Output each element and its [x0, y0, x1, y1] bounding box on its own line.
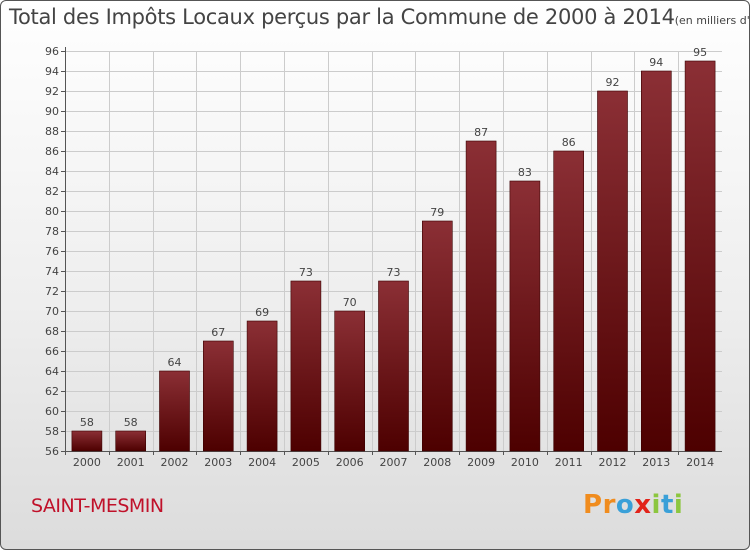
- bar: [203, 340, 234, 452]
- axes: [61, 47, 722, 455]
- x-tick-label: 2014: [686, 456, 714, 469]
- logo-letter: x: [634, 490, 652, 520]
- y-tick-label: 88: [45, 125, 59, 138]
- bar: [553, 150, 585, 452]
- data-label: 58: [124, 416, 138, 429]
- data-label: 58: [80, 416, 94, 429]
- x-tick-label: 2012: [599, 456, 627, 469]
- bar: [465, 140, 497, 452]
- x-tick-label: 2004: [248, 456, 276, 469]
- bar: [378, 280, 409, 452]
- bar: [290, 280, 322, 452]
- labels: 56 58 60 62 64 66 68 70 72 74 76 78 80 82 84 86 88 90 92 94…: [45, 45, 714, 469]
- bar: [71, 430, 103, 452]
- x-tick-label: 2001: [117, 456, 145, 469]
- chart-title-text: Total des Impôts Locaux perçus par la Co…: [9, 5, 675, 29]
- y-tick-label: 74: [45, 265, 59, 278]
- x-tick-label: 2002: [161, 456, 189, 469]
- data-label: 64: [168, 356, 182, 369]
- y-tick-label: 80: [45, 205, 59, 218]
- bar: [159, 370, 190, 452]
- y-tick-label: 96: [45, 45, 59, 58]
- bar: [115, 430, 146, 452]
- data-label: 70: [343, 296, 357, 309]
- x-tick-label: 2011: [555, 456, 583, 469]
- bar: [246, 320, 278, 452]
- data-label: 92: [606, 76, 620, 89]
- x-tick-label: 2005: [292, 456, 320, 469]
- bar: [640, 70, 672, 452]
- y-tick-label: 62: [45, 385, 59, 398]
- x-tick-label: 2013: [642, 456, 670, 469]
- bar: [597, 90, 628, 452]
- x-tick-label: 2003: [204, 456, 232, 469]
- bar: [684, 60, 716, 452]
- bars: [71, 60, 716, 452]
- y-tick-label: 70: [45, 305, 59, 318]
- y-tick-label: 92: [45, 85, 59, 98]
- x-tick-label: 2000: [73, 456, 101, 469]
- y-tick-label: 72: [45, 285, 59, 298]
- chart-unit-label: (en milliers d'€): [674, 14, 750, 27]
- data-label: 73: [387, 266, 401, 279]
- y-tick-label: 78: [45, 225, 59, 238]
- y-tick-label: 86: [45, 145, 59, 158]
- proxiti-logo: Proxiti: [583, 490, 683, 520]
- x-tick-label: 2010: [511, 456, 539, 469]
- data-label: 69: [255, 306, 269, 319]
- data-label: 73: [299, 266, 313, 279]
- data-label: 95: [693, 46, 707, 59]
- y-tick-label: 94: [45, 65, 59, 78]
- y-tick-label: 64: [45, 365, 59, 378]
- logo-letter: i: [673, 490, 684, 520]
- bar: [421, 220, 453, 452]
- bar: [509, 180, 541, 452]
- logo-letter: r: [602, 490, 616, 520]
- y-tick-label: 84: [45, 165, 59, 178]
- data-label: 83: [518, 166, 532, 179]
- data-label: 79: [430, 206, 444, 219]
- data-label: 87: [474, 126, 488, 139]
- logo-letter: P: [583, 490, 603, 520]
- bar: [334, 310, 366, 452]
- y-tick-label: 82: [45, 185, 59, 198]
- y-tick-label: 68: [45, 325, 59, 338]
- x-tick-label: 2008: [423, 456, 451, 469]
- y-tick-label: 66: [45, 345, 59, 358]
- logo-letter: t: [660, 490, 674, 520]
- commune-name: SAINT-MESMIN: [31, 495, 164, 517]
- logo-letter: i: [651, 490, 661, 520]
- y-tick-label: 58: [45, 425, 59, 438]
- y-tick-label: 76: [45, 245, 59, 258]
- chart-title: Total des Impôts Locaux perçus par la Co…: [9, 5, 750, 29]
- y-tick-label: 90: [45, 105, 59, 118]
- x-tick-label: 2009: [467, 456, 495, 469]
- data-label: 86: [562, 136, 576, 149]
- data-label: 67: [211, 326, 225, 339]
- x-tick-label: 2007: [380, 456, 408, 469]
- data-label: 94: [649, 56, 663, 69]
- y-tick-label: 60: [45, 405, 59, 418]
- logo-letter: o: [615, 490, 635, 520]
- y-tick-label: 56: [45, 445, 59, 458]
- x-tick-label: 2006: [336, 456, 364, 469]
